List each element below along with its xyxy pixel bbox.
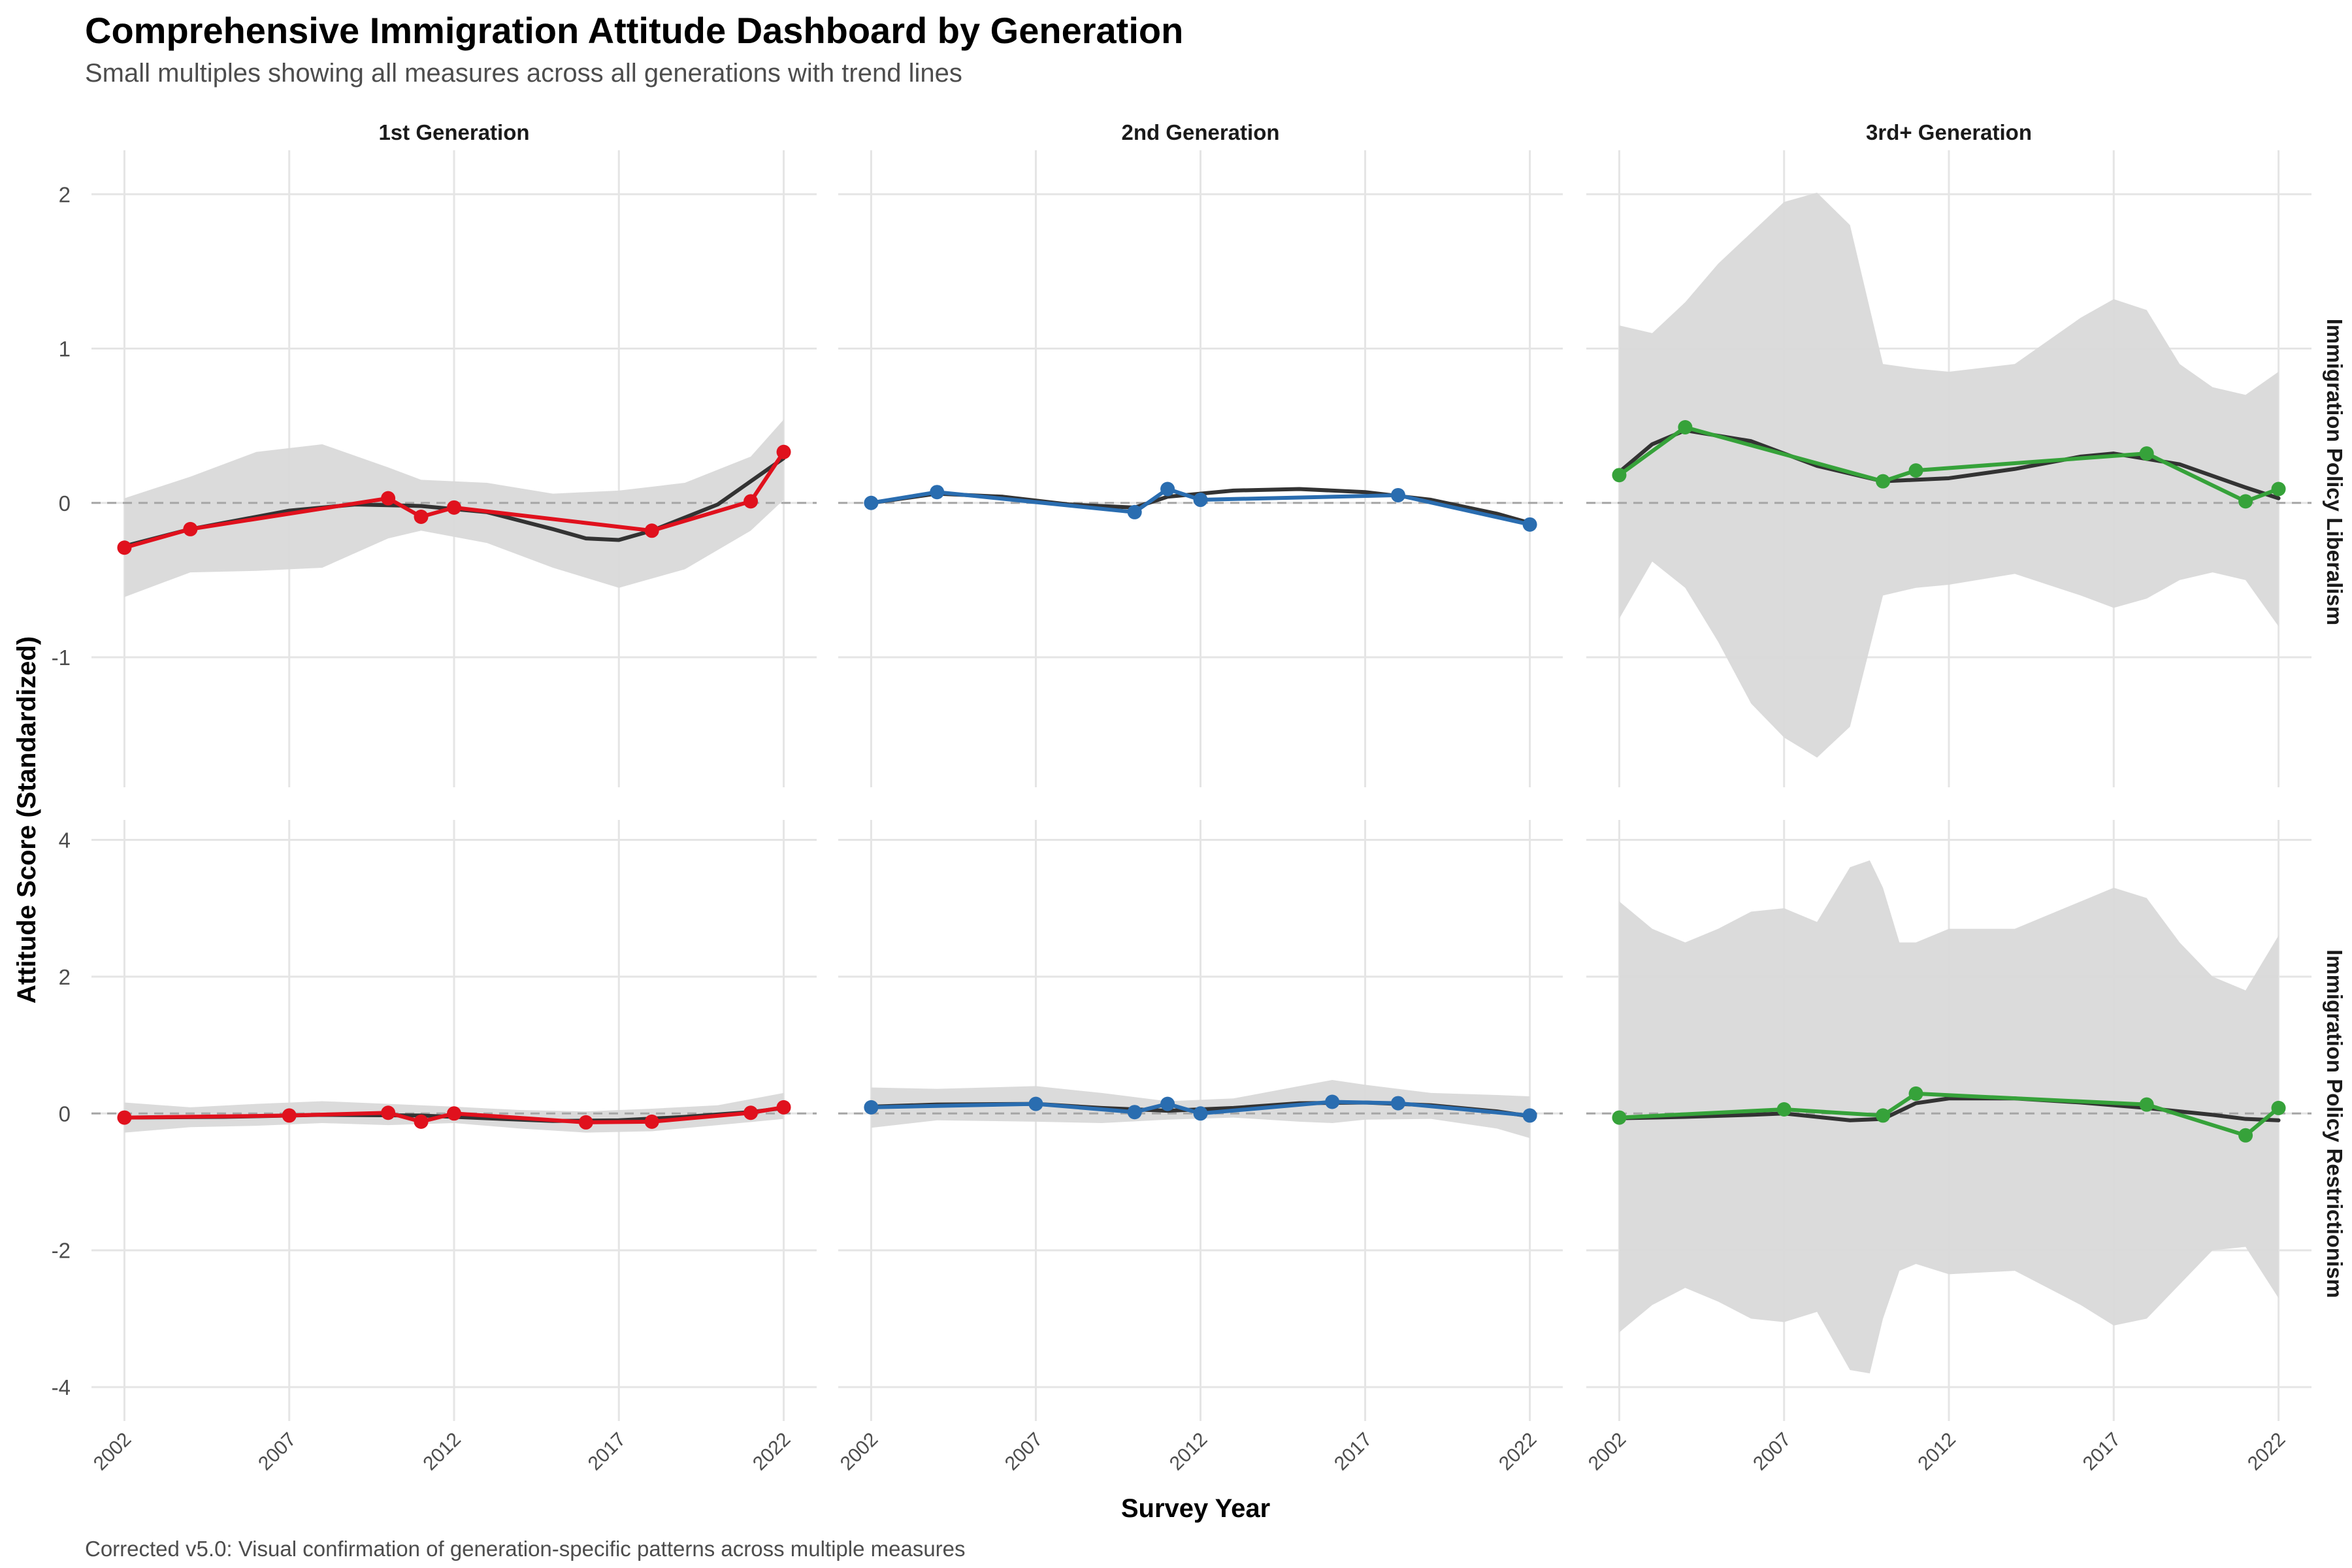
data-point bbox=[1325, 1094, 1340, 1109]
data-point bbox=[117, 540, 132, 555]
data-point bbox=[743, 494, 759, 509]
x-tick-label: 2012 bbox=[1166, 1429, 1212, 1475]
chart-title: Comprehensive Immigration Attitude Dashb… bbox=[85, 10, 1184, 51]
data-point bbox=[183, 521, 198, 536]
data-point bbox=[381, 491, 396, 506]
x-tick-label: 2007 bbox=[1749, 1429, 1795, 1475]
data-point bbox=[1390, 487, 1405, 502]
data-point bbox=[1193, 1106, 1208, 1121]
x-tick-label: 2012 bbox=[1914, 1429, 1960, 1475]
x-tick-label: 2007 bbox=[254, 1429, 301, 1475]
facet-panel-1-1 bbox=[91, 150, 817, 787]
data-point bbox=[1612, 1110, 1627, 1125]
facet-panel-2-2: 2002 2007 2012 2017 2022 bbox=[836, 820, 1563, 1475]
data-point bbox=[282, 1108, 297, 1123]
data-point bbox=[1612, 468, 1627, 483]
data-point bbox=[644, 1114, 659, 1129]
data-point bbox=[743, 1105, 759, 1120]
data-point bbox=[1876, 1108, 1891, 1123]
x-tick-label: 2022 bbox=[1495, 1429, 1541, 1475]
data-point bbox=[2139, 1097, 2154, 1112]
x-tick-label: 2002 bbox=[1584, 1429, 1631, 1475]
facet-panel-2-1: 2002 2007 2012 2017 2022 bbox=[90, 820, 817, 1475]
x-tick-label: 2022 bbox=[749, 1429, 795, 1475]
data-point bbox=[1522, 1108, 1537, 1123]
y-tick-label: 4 bbox=[59, 828, 71, 852]
facet-label-column: 1st Generation bbox=[378, 120, 529, 144]
facet-panel-2-3: 2002 2007 2012 2017 2022 bbox=[1584, 820, 2311, 1475]
data-point bbox=[2271, 482, 2286, 497]
x-tick-label: 2022 bbox=[2244, 1429, 2290, 1475]
data-point bbox=[776, 444, 791, 459]
data-point bbox=[414, 1114, 429, 1129]
data-point bbox=[414, 510, 429, 525]
y-tick-label: 0 bbox=[59, 1102, 71, 1126]
data-point bbox=[864, 1100, 879, 1115]
y-tick-label: 2 bbox=[59, 182, 71, 206]
data-point bbox=[2271, 1100, 2286, 1115]
facet-label-row: Immigration Policy Liberalism bbox=[2323, 319, 2347, 625]
data-point bbox=[1160, 1096, 1175, 1111]
data-point bbox=[2139, 446, 2154, 461]
x-tick-label: 2002 bbox=[836, 1429, 883, 1475]
y-tick-label: -2 bbox=[52, 1239, 71, 1263]
chart-caption: Corrected v5.0: Visual confirmation of g… bbox=[85, 1537, 966, 1561]
y-axis-label: Attitude Score (Standardized) bbox=[12, 636, 41, 1004]
x-axis-label: Survey Year bbox=[1121, 1494, 1270, 1523]
facet-label-column: 2nd Generation bbox=[1121, 120, 1279, 144]
x-tick-label: 2017 bbox=[1330, 1429, 1377, 1475]
data-point bbox=[930, 485, 945, 500]
facet-panel-1-3 bbox=[1586, 150, 2311, 787]
x-tick-label: 2012 bbox=[419, 1429, 465, 1475]
confidence-band bbox=[1619, 192, 2279, 758]
data-point bbox=[578, 1115, 593, 1130]
data-point bbox=[117, 1110, 132, 1125]
y-tick-label: -1 bbox=[52, 645, 71, 670]
facet-panel-1-2 bbox=[838, 150, 1563, 787]
confidence-band bbox=[1619, 860, 2279, 1374]
data-point bbox=[1908, 463, 1923, 478]
data-point bbox=[447, 1106, 461, 1121]
data-point bbox=[2238, 1128, 2253, 1143]
x-tick-label: 2002 bbox=[90, 1429, 136, 1475]
x-tick-label: 2017 bbox=[2079, 1429, 2125, 1475]
data-point bbox=[1028, 1096, 1043, 1111]
data-point bbox=[2238, 494, 2253, 509]
data-point bbox=[1127, 1105, 1142, 1120]
series-line bbox=[871, 1100, 1530, 1118]
y-tick-label: 0 bbox=[59, 491, 71, 515]
x-tick-label: 2017 bbox=[584, 1429, 630, 1475]
data-point bbox=[1127, 504, 1142, 519]
x-tick-label: 2007 bbox=[1001, 1429, 1047, 1475]
facet-label-column: 3rd+ Generation bbox=[1866, 120, 2032, 144]
data-point bbox=[1908, 1086, 1923, 1101]
data-point bbox=[864, 495, 879, 510]
data-point bbox=[776, 1100, 791, 1115]
panels-layer: 1st Generation 2nd Generation 3rd+ Generat… bbox=[52, 120, 2347, 1475]
data-point bbox=[1390, 1096, 1405, 1111]
trend-line bbox=[1617, 1096, 2281, 1122]
data-point bbox=[1193, 493, 1208, 508]
y-tick-label: 2 bbox=[59, 965, 71, 989]
chart-subtitle: Small multiples showing all measures acr… bbox=[85, 59, 962, 88]
data-point bbox=[644, 523, 659, 538]
series-line bbox=[123, 451, 786, 550]
data-point bbox=[1678, 419, 1693, 434]
y-tick-label: -4 bbox=[52, 1375, 71, 1399]
data-point bbox=[381, 1105, 396, 1120]
facet-label-row: Immigration Policy Restrictionism bbox=[2323, 949, 2347, 1298]
data-point bbox=[1160, 482, 1175, 497]
data-point bbox=[1876, 474, 1891, 489]
data-point bbox=[1776, 1102, 1791, 1117]
data-point bbox=[1522, 517, 1537, 532]
y-tick-label: 1 bbox=[59, 337, 71, 361]
data-point bbox=[447, 500, 461, 515]
